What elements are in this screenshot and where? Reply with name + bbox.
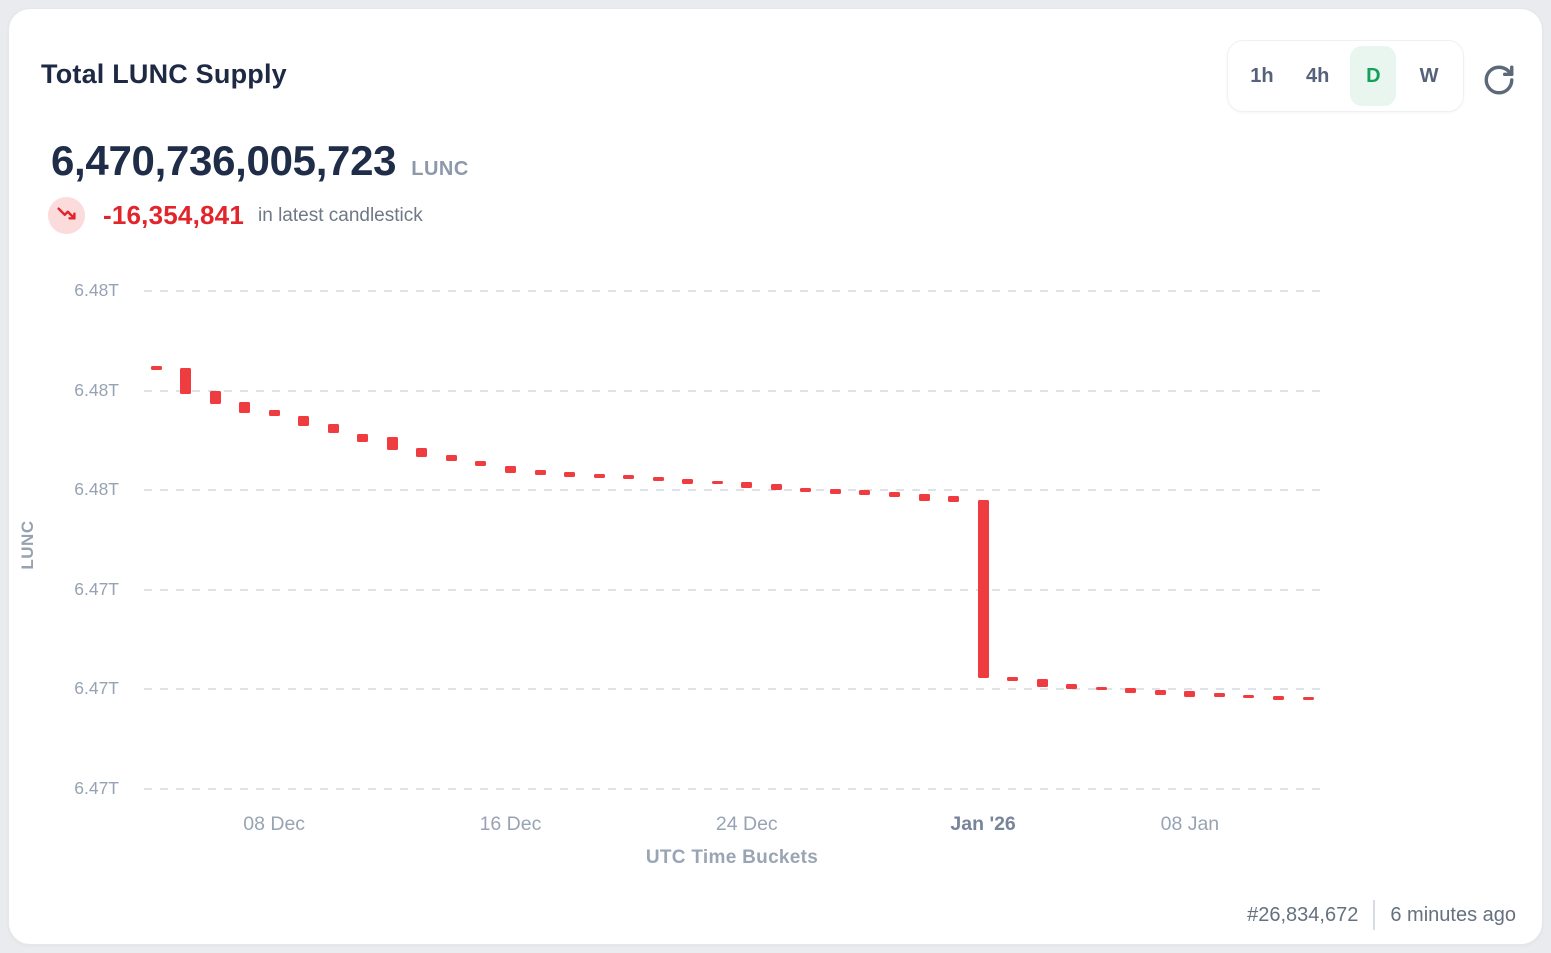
candle[interactable] xyxy=(564,471,576,477)
x-axis-title: UTC Time Buckets xyxy=(645,847,819,868)
candle[interactable] xyxy=(1066,683,1078,689)
gridline xyxy=(144,389,1323,392)
x-tick-label: Jan '26 xyxy=(950,813,1016,835)
chart-footer: #26,834,672 6 minutes ago xyxy=(1247,900,1516,930)
candle[interactable] xyxy=(770,483,782,490)
y-tick-label: 6.47T xyxy=(74,578,119,599)
candle[interactable] xyxy=(918,493,930,501)
candle[interactable] xyxy=(1243,694,1255,698)
page-title: Total LUNC Supply xyxy=(41,59,287,89)
candle[interactable] xyxy=(475,460,487,466)
candle[interactable] xyxy=(416,448,428,457)
supply-unit: LUNC xyxy=(411,158,469,180)
candle[interactable] xyxy=(504,465,516,473)
y-tick-label: 6.48T xyxy=(74,280,119,300)
last-updated: 6 minutes ago xyxy=(1390,903,1516,926)
candle[interactable] xyxy=(1213,692,1225,697)
timeframe-button-4h[interactable]: 4h xyxy=(1295,46,1341,106)
candle[interactable] xyxy=(445,455,457,461)
candle[interactable] xyxy=(150,366,162,370)
timeframe-button-1h[interactable]: 1h xyxy=(1239,46,1285,106)
candle[interactable] xyxy=(1302,697,1314,700)
x-tick-label: 16 Dec xyxy=(479,813,542,835)
change-value: -16,354,841 xyxy=(103,200,244,230)
gridline xyxy=(144,688,1323,691)
candle[interactable] xyxy=(386,437,398,450)
candle[interactable] xyxy=(357,433,369,442)
y-tick-label: 6.48T xyxy=(74,379,119,400)
candle[interactable] xyxy=(889,491,900,497)
y-tick-label: 6.47T xyxy=(74,678,119,699)
candle[interactable] xyxy=(741,481,753,488)
supply-value: 6,470,736,005,723 xyxy=(51,137,397,184)
candle[interactable] xyxy=(534,470,546,475)
trend-badge xyxy=(48,197,85,234)
candle[interactable] xyxy=(1125,687,1137,693)
timeframe-selector: 1h 4h D W xyxy=(1227,40,1464,112)
change-caption: in latest candlestick xyxy=(258,204,423,226)
candle[interactable] xyxy=(327,423,339,433)
candle[interactable] xyxy=(1154,689,1166,695)
candle[interactable] xyxy=(268,410,280,416)
candle[interactable] xyxy=(623,474,635,479)
y-tick-label: 6.48T xyxy=(74,479,119,500)
y-axis-title: LUNC xyxy=(18,520,37,570)
supply-chart-card: Total LUNC Supply 1h 4h D W 6,470,736,005,7… xyxy=(8,8,1543,945)
gridline xyxy=(144,489,1323,492)
candle[interactable] xyxy=(1007,676,1019,681)
candle[interactable] xyxy=(1273,695,1285,700)
candle[interactable] xyxy=(298,415,310,426)
refresh-button[interactable] xyxy=(1479,61,1519,101)
block-height: #26,834,672 xyxy=(1247,903,1359,926)
latest-change: -16,354,841 in latest candlestick xyxy=(48,197,423,234)
candle[interactable] xyxy=(593,473,605,478)
candle[interactable] xyxy=(239,401,251,413)
candle[interactable] xyxy=(209,390,221,404)
x-tick-label: 08 Jan xyxy=(1160,813,1220,835)
timeframe-button-w[interactable]: W xyxy=(1406,46,1452,106)
x-tick-label: 08 Dec xyxy=(243,813,306,835)
candle[interactable] xyxy=(652,477,664,481)
candle[interactable] xyxy=(948,495,960,502)
candle[interactable] xyxy=(682,479,694,484)
candle[interactable] xyxy=(977,500,989,678)
candle[interactable] xyxy=(711,480,723,484)
gridline xyxy=(144,588,1323,591)
refresh-icon xyxy=(1482,65,1516,100)
candle[interactable] xyxy=(1036,678,1048,687)
trending-down-icon xyxy=(56,203,77,229)
gridline xyxy=(144,788,1323,790)
candle[interactable] xyxy=(829,489,841,494)
candle[interactable] xyxy=(180,368,192,394)
candle[interactable] xyxy=(1095,686,1107,690)
candle[interactable] xyxy=(800,488,812,492)
y-tick-label: 6.47T xyxy=(74,778,119,798)
gridline xyxy=(144,290,1323,292)
x-tick-label: 24 Dec xyxy=(715,813,778,835)
total-supply: 6,470,736,005,723 LUNC xyxy=(51,137,469,185)
footer-divider xyxy=(1373,900,1376,930)
timeframe-button-d[interactable]: D xyxy=(1350,46,1397,106)
candle[interactable] xyxy=(859,490,871,495)
candle[interactable] xyxy=(1184,690,1196,697)
